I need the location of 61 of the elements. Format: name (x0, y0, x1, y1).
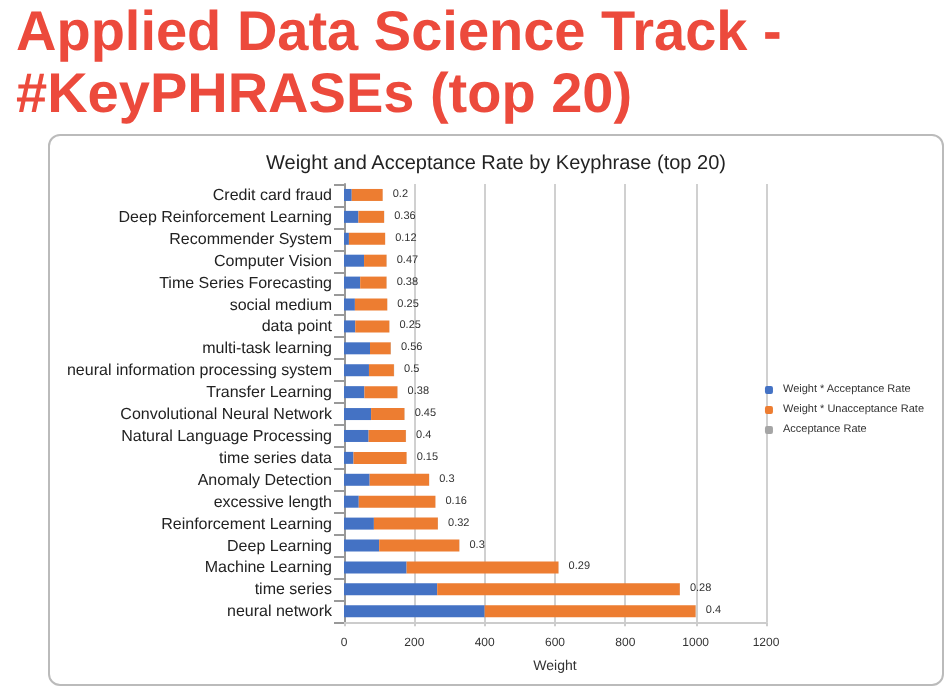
y-tick-label: time series data (219, 448, 334, 467)
bar (368, 364, 394, 377)
bar (368, 429, 406, 442)
bar (344, 364, 369, 377)
bar (344, 517, 374, 530)
bar (364, 254, 387, 267)
y-tick-label: neural information processing system (66, 361, 333, 380)
chart-subtitle: Weight and Acceptance Rate by Keyphrase (top 20) (266, 153, 726, 175)
bar (351, 188, 383, 201)
y-tick-label: Machine Learning (204, 558, 332, 577)
bar (344, 583, 438, 596)
bar (373, 517, 438, 530)
bar (358, 210, 385, 223)
bar (344, 320, 356, 333)
y-tick-label: Convolutional Neural Network (120, 405, 334, 424)
chart-title: Applied Data Science Track - #KeyPHRASEs (top 20) (16, 0, 784, 124)
bar (370, 342, 391, 355)
bar (371, 408, 405, 421)
y-tick-label: Transfer Learning (206, 383, 332, 402)
y-tick-label: Anomaly Detection (197, 470, 332, 489)
bar (344, 605, 485, 618)
bar (344, 254, 365, 267)
bar (369, 473, 430, 486)
y-tick-label: data point (261, 317, 334, 336)
bar (353, 451, 407, 464)
y-tick-label: Recommender System (169, 229, 333, 248)
bar (360, 276, 387, 289)
y-tick-label: Natural Language Processing (121, 426, 332, 445)
bar (344, 495, 359, 508)
bar (406, 561, 559, 574)
y-tick-label: multi-task learning (202, 339, 332, 358)
bar (344, 386, 365, 399)
bar (344, 276, 361, 289)
bar (355, 320, 390, 333)
bar (344, 451, 354, 464)
bar (344, 210, 359, 223)
y-tick-label: Reinforcement Learning (161, 514, 332, 533)
bar (344, 429, 369, 442)
bar (344, 298, 355, 311)
bar (364, 386, 398, 399)
bar (344, 539, 380, 552)
y-tick-label: excessive length (213, 492, 332, 511)
bar (437, 583, 680, 596)
bar (344, 342, 371, 355)
bar (358, 495, 436, 508)
bar (379, 539, 460, 552)
y-tick-label: Credit card fraud (212, 185, 332, 204)
y-tick-label: Computer Vision (214, 251, 332, 270)
y-tick-label: Deep Learning (227, 536, 332, 555)
y-tick-label: Deep Reinforcement Learning (118, 207, 332, 226)
bar (344, 408, 372, 421)
bar (344, 561, 407, 574)
y-tick-label: time series (254, 580, 332, 599)
bar (484, 605, 696, 618)
y-tick-label: social medium (229, 295, 333, 314)
bar (344, 188, 352, 201)
y-tick-label: Time Series Forecasting (159, 273, 332, 292)
bar (344, 473, 370, 486)
bar (354, 298, 388, 311)
y-tick-label: neural network (227, 602, 334, 621)
bar (348, 232, 386, 245)
